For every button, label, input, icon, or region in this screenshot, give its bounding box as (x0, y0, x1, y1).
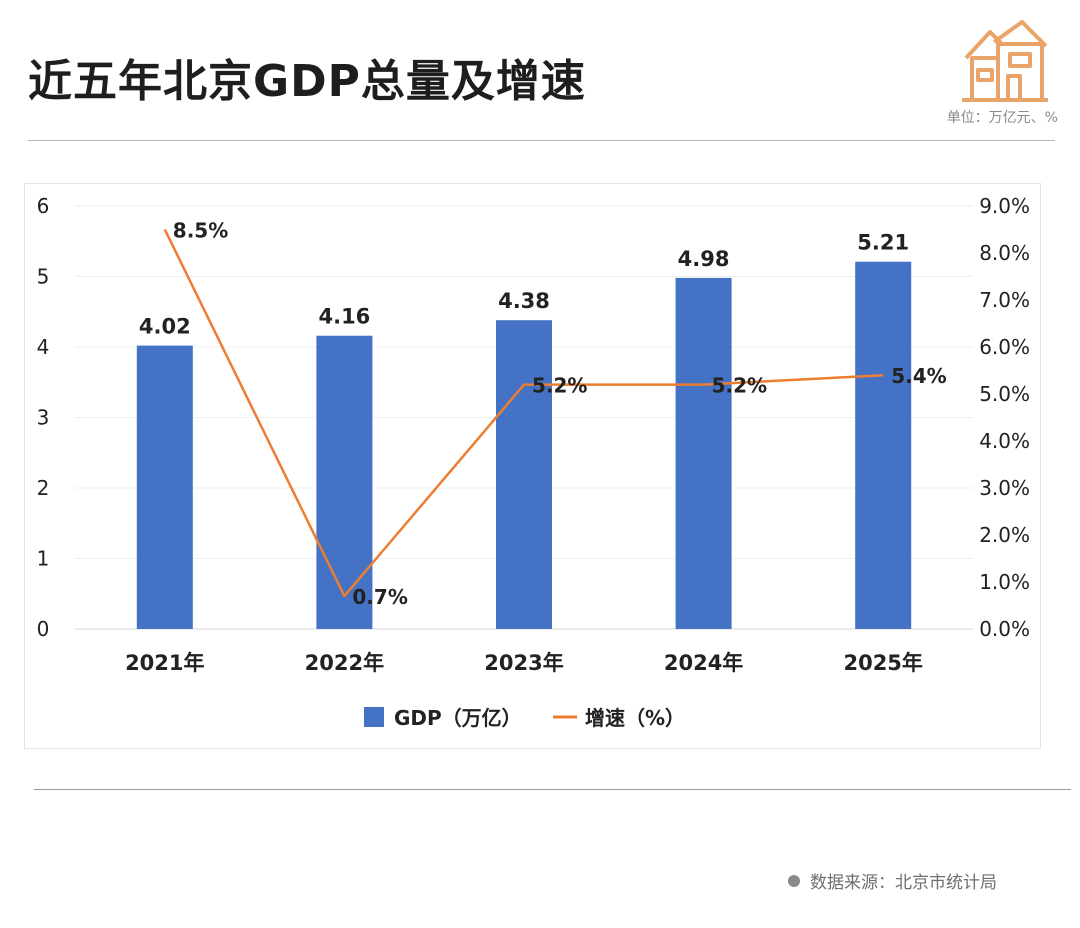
x-category-label: 2023年 (484, 651, 563, 675)
y-right-tick-label: 7.0% (979, 288, 1030, 312)
legend-growth-label: 增速（%） (585, 706, 685, 730)
page-title: 近五年北京GDP总量及增速 (28, 56, 586, 107)
gdp-bar (136, 345, 193, 629)
unit-label: 单位：万亿元、% (946, 110, 1058, 126)
legend-gdp-swatch (364, 707, 384, 727)
gdp-bar (675, 277, 732, 629)
y-right-tick-label: 8.0% (979, 241, 1030, 265)
chart-panel: 0 1 2 3 4 5 6 0.0% 1.0% 2.0% 3.0% 4.0% 5.0% 6.0% 7.0% 8… (24, 183, 1041, 749)
y-right-tick-label: 2.0% (979, 523, 1030, 547)
footer-divider (34, 789, 1071, 790)
gdp-bar (316, 335, 373, 629)
y-left-tick-label: 1 (37, 547, 50, 571)
x-category-label: 2022年 (305, 651, 384, 675)
x-category-label: 2024年 (664, 651, 743, 675)
source-text: 数据来源：北京市统计局 (810, 873, 997, 893)
gdp-bar-label: 4.16 (318, 305, 370, 329)
y-right-tick-label: 1.0% (979, 570, 1030, 594)
y-right-tick-label: 9.0% (979, 194, 1030, 218)
growth-point-label: 5.2% (532, 374, 587, 398)
growth-point-label: 5.2% (712, 374, 767, 398)
gdp-bar (855, 261, 912, 629)
gdp-bar (496, 320, 552, 629)
y-left-tick-label: 5 (37, 265, 50, 289)
gdp-bar-label: 4.98 (678, 247, 730, 271)
gdp-bar-label: 4.02 (139, 315, 191, 339)
house-logo-icon (962, 20, 1048, 102)
header-divider (28, 140, 1055, 141)
y-right-tick-label: 0.0% (979, 617, 1030, 641)
gdp-chart: 0 1 2 3 4 5 6 0.0% 1.0% 2.0% 3.0% 4.0% 5.0% 6.0% 7.0% 8… (37, 194, 1030, 730)
growth-point-label: 8.5% (173, 219, 228, 243)
x-category-label: 2021年 (125, 651, 204, 675)
growth-point-label: 0.7% (352, 585, 407, 609)
y-left-tick-label: 6 (37, 194, 50, 218)
y-left-tick-label: 2 (37, 476, 50, 500)
y-left-tick-label: 4 (37, 335, 50, 359)
y-right-tick-label: 4.0% (979, 429, 1030, 453)
growth-line (163, 228, 884, 598)
growth-point-label: 5.4% (891, 364, 946, 388)
y-right-tick-label: 5.0% (979, 382, 1030, 406)
x-category-label: 2025年 (843, 651, 922, 675)
bullet-icon (788, 874, 800, 887)
y-left-tick-label: 3 (37, 406, 50, 430)
y-right-tick-label: 3.0% (979, 476, 1030, 500)
legend-gdp-label: GDP（万亿） (394, 706, 522, 730)
y-left-tick-label: 0 (37, 617, 50, 641)
gdp-bar-label: 4.38 (498, 289, 550, 313)
gdp-bar-label: 5.21 (857, 231, 909, 255)
source-note: 数据来源：北京市统计局 (788, 868, 997, 893)
y-right-tick-label: 6.0% (979, 335, 1030, 359)
